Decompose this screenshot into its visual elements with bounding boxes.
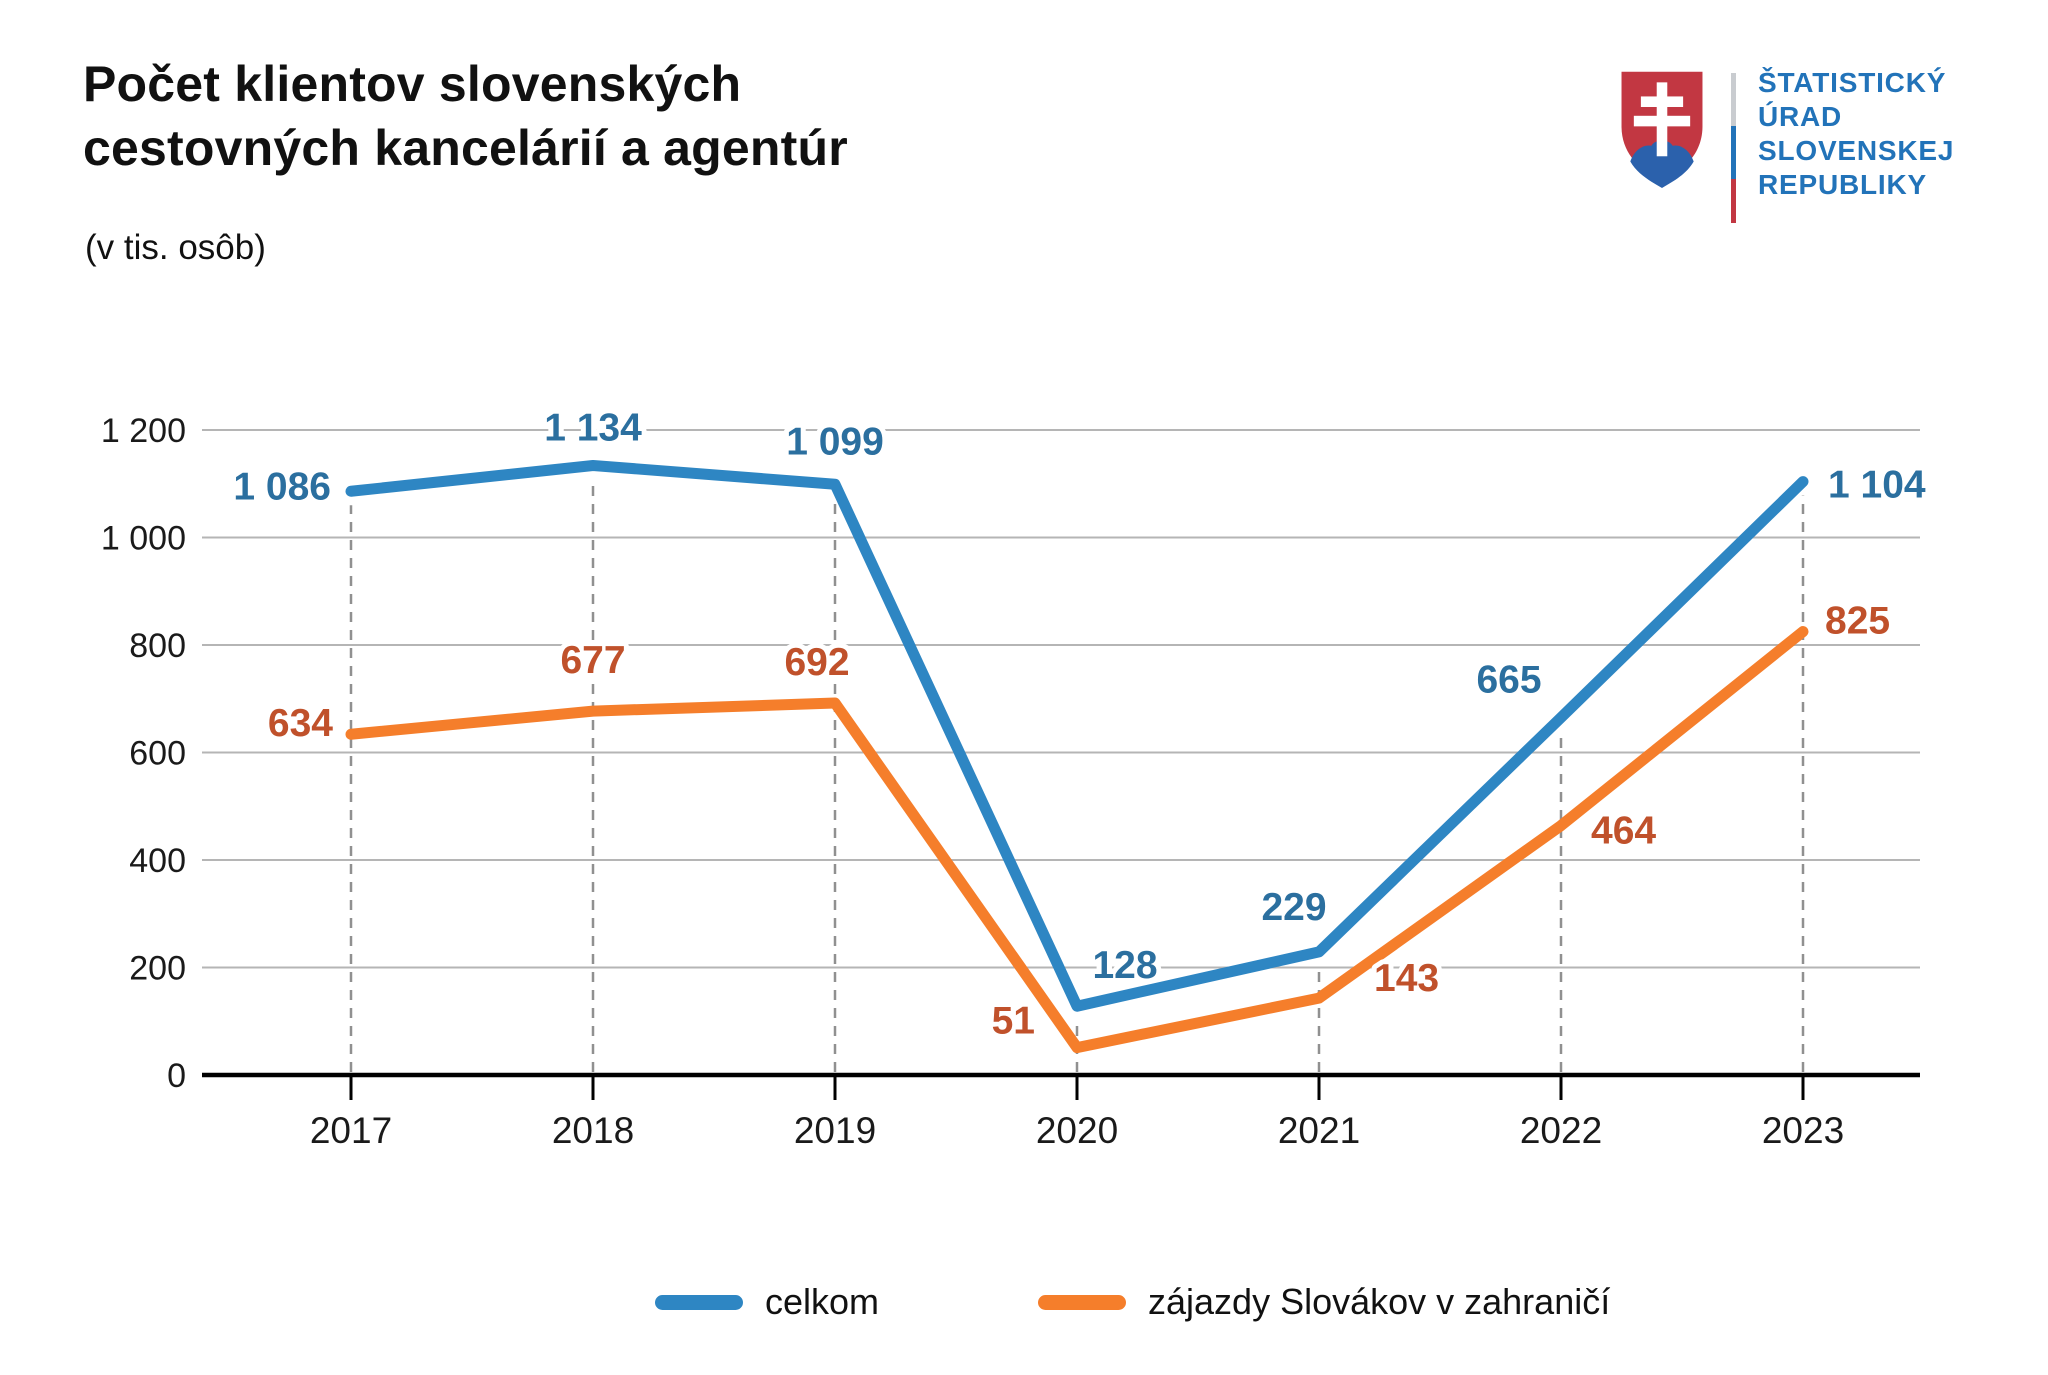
series-line-zajazdy: [345, 626, 1809, 1054]
legend-swatch-zajazdy: [1038, 1294, 1126, 1310]
logo-line-2: ÚRAD: [1758, 101, 1843, 132]
legend-label-celkom: celkom: [765, 1281, 880, 1322]
y-tick-label-0: 0: [167, 1057, 186, 1095]
y-tick-label-800: 800: [129, 627, 186, 665]
data-label-zajazdy-2020: 51: [992, 1000, 1035, 1043]
x-tick-label-2017: 2017: [310, 1110, 392, 1151]
y-tick-label-200: 200: [129, 950, 186, 988]
x-tick-label-2019: 2019: [794, 1110, 876, 1151]
data-label-zajazdy-2023: 825: [1825, 600, 1890, 643]
data-label-zajazdy-2018: 677: [560, 639, 625, 682]
slovak-coat-of-arms-icon: [1621, 71, 1703, 188]
legend-label-zajazdy: zájazdy Slovákov v zahraničí: [1148, 1281, 1611, 1322]
data-label-celkom-2019: 1 099: [786, 420, 884, 463]
legend-swatch-celkom: [655, 1294, 743, 1310]
logo-wordmark: ŠTATISTICKÝ ÚRAD SLOVENSKEJ REPUBLIKY: [1758, 66, 1954, 202]
data-label-celkom-2017: 1 086: [233, 465, 331, 508]
chart-subtitle: (v tis. osôb): [85, 228, 266, 267]
divider-red-segment: [1731, 179, 1736, 223]
title-line-2: cestovných kancelárií a agentúr: [83, 120, 848, 176]
title-line-1: Počet klientov slovenských: [83, 56, 742, 112]
logo-line-4: REPUBLIKY: [1758, 169, 1927, 200]
y-tick-label-1 000: 1 000: [101, 520, 186, 558]
x-tick-label-2022: 2022: [1520, 1110, 1602, 1151]
data-label-zajazdy-2021: 143: [1374, 957, 1439, 1000]
logo-line-3: SLOVENSKEJ: [1758, 135, 1955, 166]
data-label-zajazdy-2017: 634: [268, 702, 333, 745]
data-label-celkom-2018: 1 134: [544, 406, 642, 449]
x-tick-label-2018: 2018: [552, 1110, 634, 1151]
y-tick-label-1 200: 1 200: [101, 412, 186, 450]
y-tick-label-600: 600: [129, 735, 186, 773]
data-label-celkom-2022: 665: [1476, 659, 1541, 702]
divider-gray-segment: [1731, 73, 1736, 126]
series-line-celkom: [345, 459, 1809, 1012]
y-tick-label-400: 400: [129, 842, 186, 880]
x-tick-label-2021: 2021: [1278, 1110, 1360, 1151]
data-label-celkom-2021: 229: [1261, 886, 1326, 929]
x-tick-label-2020: 2020: [1036, 1110, 1118, 1151]
legend-item-zajazdy: zájazdy Slovákov v zahraničí: [1038, 1281, 1610, 1323]
divider-blue-segment: [1731, 126, 1736, 179]
page-title: Počet klientov slovenských cestovných ka…: [83, 52, 848, 180]
data-label-celkom-2020: 128: [1092, 944, 1157, 987]
logo-divider: [1731, 73, 1736, 223]
data-label-zajazdy-2019: 692: [784, 641, 849, 684]
x-tick-label-2023: 2023: [1762, 1110, 1844, 1151]
logo-line-1: ŠTATISTICKÝ: [1758, 67, 1947, 98]
data-label-zajazdy-2022: 464: [1591, 810, 1656, 853]
susr-logo: ŠTATISTICKÝ ÚRAD SLOVENSKEJ REPUBLIKY: [1614, 62, 2034, 242]
legend-item-celkom: celkom: [655, 1281, 879, 1323]
data-label-celkom-2023: 1 104: [1828, 464, 1926, 507]
